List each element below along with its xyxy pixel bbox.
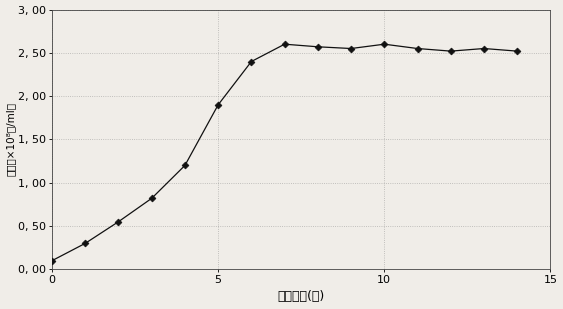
Y-axis label: 菌数（×10⁸个/ml）: 菌数（×10⁸个/ml） (6, 103, 16, 176)
X-axis label: 培养时间(天): 培养时间(天) (278, 290, 325, 303)
